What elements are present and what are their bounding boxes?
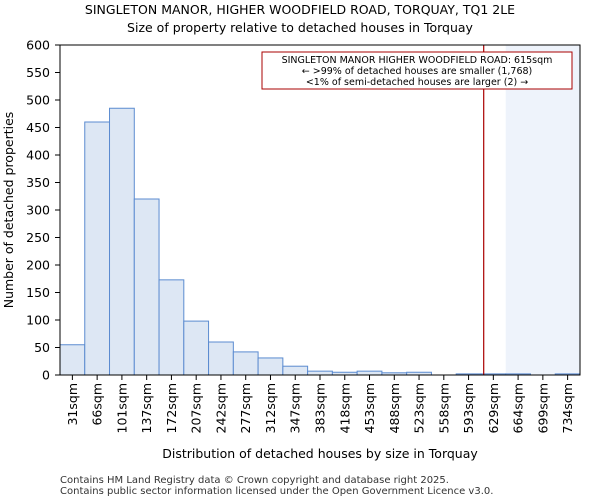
x-tick-label: 629sqm: [486, 383, 501, 433]
bar-137sqm: [133, 198, 160, 376]
x-tick-label: 664sqm: [511, 383, 526, 433]
bar-101sqm: [109, 107, 135, 376]
y-tick-label: 0: [42, 368, 50, 383]
bar-383sqm: [307, 370, 333, 376]
bar-347sqm: [282, 365, 309, 376]
x-tick-label: 137sqm: [139, 383, 154, 433]
y-axis-label: Number of detached properties: [1, 112, 16, 309]
x-tick-label: 383sqm: [313, 383, 328, 433]
x-tick-label: 242sqm: [213, 383, 228, 433]
bar-312sqm: [257, 357, 284, 376]
bar-453sqm: [356, 370, 383, 376]
x-tick-label: 453sqm: [362, 383, 377, 433]
x-tick-label: 734sqm: [560, 383, 575, 433]
annotation-line-2: ← >99% of detached houses are smaller (1…: [302, 66, 533, 77]
x-tick-label: 418sqm: [337, 383, 352, 433]
x-tick-label: 558sqm: [436, 383, 451, 433]
x-axis-label: Distribution of detached houses by size …: [162, 446, 478, 461]
x-tick-label: 347sqm: [288, 383, 303, 433]
x-tick-label: 523sqm: [412, 383, 427, 433]
y-tick-label: 550: [26, 65, 50, 80]
x-tick-label: 207sqm: [189, 383, 204, 433]
x-tick-label: 699sqm: [535, 383, 550, 433]
y-tick-label: 250: [26, 230, 50, 245]
y-tick-label: 300: [26, 203, 50, 218]
y-tick-label: 500: [26, 93, 50, 108]
y-tick-label: 600: [26, 38, 50, 53]
x-tick-label: 101sqm: [114, 383, 129, 433]
bar-277sqm: [232, 351, 259, 376]
x-tick-label: 277sqm: [238, 383, 253, 433]
x-tick-label: 312sqm: [263, 383, 278, 433]
y-tick-label: 350: [26, 175, 50, 190]
y-tick-label: 150: [26, 285, 50, 300]
footer-line-2: Contains public sector information licen…: [60, 486, 493, 497]
bar-31sqm: [59, 344, 86, 376]
bar-66sqm: [84, 121, 111, 376]
chart-subtitle: Size of property relative to detached ho…: [127, 20, 474, 35]
x-tick-label: 593sqm: [461, 383, 476, 433]
y-tick-label: 450: [26, 120, 50, 135]
larger-region-shade: [505, 45, 580, 375]
annotation-box: SINGLETON MANOR HIGHER WOODFIELD ROAD: 6…: [261, 51, 573, 90]
y-tick-label: 200: [26, 258, 50, 273]
bar-207sqm: [183, 320, 210, 376]
x-tick-label: 488sqm: [387, 383, 402, 433]
y-tick-label: 400: [26, 148, 50, 163]
y-tick-label: 50: [34, 340, 50, 355]
annotation-line-3: <1% of semi-detached houses are larger (…: [306, 77, 528, 88]
x-tick-label: 172sqm: [164, 383, 179, 433]
x-tick-label: 31sqm: [65, 383, 80, 426]
chart-title: SINGLETON MANOR, HIGHER WOODFIELD ROAD, …: [85, 2, 515, 17]
y-tick-label: 100: [26, 313, 50, 328]
footer-line-1: Contains HM Land Registry data © Crown c…: [60, 475, 449, 486]
bar-242sqm: [208, 341, 234, 376]
annotation-frame: [261, 51, 573, 90]
annotation-line-1: SINGLETON MANOR HIGHER WOODFIELD ROAD: 6…: [282, 55, 553, 66]
bar-172sqm: [158, 279, 185, 376]
x-tick-label: 66sqm: [90, 383, 105, 426]
